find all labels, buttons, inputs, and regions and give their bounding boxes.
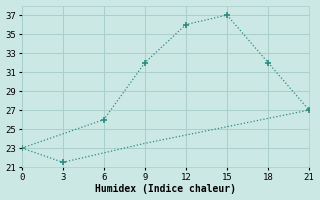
X-axis label: Humidex (Indice chaleur): Humidex (Indice chaleur) xyxy=(95,184,236,194)
